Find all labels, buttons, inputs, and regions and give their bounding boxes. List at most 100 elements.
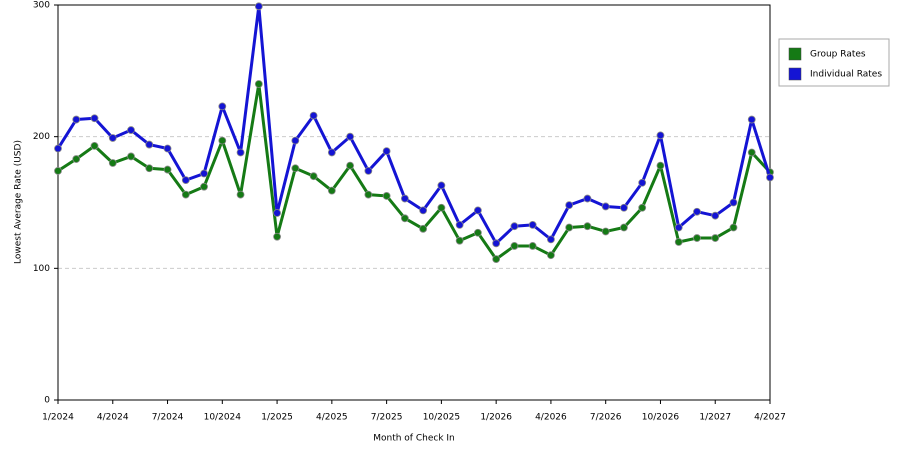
data-point — [419, 224, 428, 233]
data-point — [638, 203, 647, 212]
data-point — [528, 242, 537, 250]
data-point — [492, 255, 501, 264]
data-point — [711, 211, 720, 220]
data-point — [108, 134, 117, 142]
data-point — [638, 178, 647, 187]
x-tick-label: 4/2025 — [316, 413, 348, 423]
data-point — [291, 136, 300, 145]
data-point — [364, 166, 373, 175]
data-point — [200, 182, 208, 191]
data-point — [510, 222, 519, 231]
data-point — [547, 251, 555, 260]
data-point — [218, 102, 227, 111]
legend: Group Rates Individual Rates — [778, 38, 890, 87]
data-point — [309, 111, 318, 120]
data-point — [127, 126, 135, 134]
data-point — [72, 155, 81, 163]
data-point — [236, 190, 245, 199]
data-point — [346, 161, 355, 170]
x-tick-label: 7/2025 — [371, 413, 403, 423]
data-point — [273, 209, 281, 217]
data-point — [145, 164, 154, 173]
data-point — [747, 148, 756, 157]
data-point — [236, 148, 245, 157]
data-point — [90, 141, 99, 150]
data-point — [309, 172, 318, 181]
data-point — [163, 165, 172, 174]
data-point — [273, 232, 281, 241]
data-point — [145, 140, 154, 149]
data-point — [473, 206, 482, 215]
data-point — [583, 194, 592, 203]
x-tick-label: 1/2026 — [480, 413, 512, 423]
data-point — [693, 234, 701, 242]
data-point — [601, 227, 610, 236]
y-tick-label: 300 — [33, 1, 50, 11]
data-point — [656, 161, 665, 170]
data-point — [620, 203, 628, 212]
series-line — [56, 4, 772, 245]
data-point — [108, 159, 117, 167]
x-tick-label: 4/2024 — [97, 413, 129, 423]
y-tick-label: 100 — [33, 264, 50, 274]
x-tick-label: 1/2024 — [42, 413, 74, 423]
x-tick-label: 10/2025 — [423, 413, 460, 423]
data-point — [400, 214, 409, 223]
data-point — [455, 220, 464, 229]
data-point — [382, 192, 391, 200]
legend-label: Individual Rates — [810, 70, 882, 80]
data-point — [473, 228, 482, 237]
data-point — [54, 166, 62, 175]
data-point — [254, 80, 263, 88]
plot-frame — [57, 4, 771, 401]
data-point — [364, 190, 373, 199]
data-point — [127, 152, 135, 161]
x-tick-label: 7/2024 — [152, 413, 184, 423]
data-point — [565, 201, 574, 210]
data-point — [674, 223, 683, 232]
legend-swatch — [788, 67, 802, 81]
x-axis-label: Month of Check In — [373, 434, 455, 444]
x-tick-label: 7/2026 — [590, 413, 622, 423]
data-point — [510, 242, 519, 250]
y-tick-label: 200 — [33, 132, 50, 142]
data-point — [729, 198, 738, 207]
data-point — [327, 186, 336, 195]
data-point — [711, 234, 720, 242]
data-point — [181, 190, 190, 199]
data-point — [620, 223, 628, 232]
legend-swatch — [788, 47, 802, 61]
data-point — [181, 176, 190, 185]
x-tick-label: 1/2027 — [699, 413, 731, 423]
y-axis-label: Lowest Average Rate (USD) — [14, 140, 24, 264]
series-line — [57, 82, 772, 261]
data-point — [72, 115, 81, 124]
data-point — [492, 239, 501, 248]
data-point — [54, 144, 62, 153]
data-point — [747, 115, 756, 124]
data-point — [90, 114, 99, 123]
data-point — [766, 173, 774, 182]
legend-label: Group Rates — [810, 50, 866, 60]
data-point — [327, 148, 336, 157]
data-point — [601, 202, 610, 211]
data-point — [382, 147, 391, 156]
data-point — [291, 164, 300, 173]
data-point — [583, 222, 592, 231]
y-tick-label: 0 — [44, 396, 50, 406]
x-tick-label: 1/2025 — [261, 413, 293, 423]
data-point — [254, 2, 263, 11]
data-point — [400, 194, 409, 203]
x-tick-label: 10/2024 — [204, 413, 242, 423]
data-point — [547, 235, 555, 244]
data-point — [693, 207, 701, 216]
data-point — [674, 238, 683, 246]
data-point — [528, 220, 537, 229]
data-point — [200, 169, 208, 178]
data-point — [419, 206, 428, 215]
data-point — [163, 144, 172, 153]
x-tick-label: 10/2026 — [642, 413, 680, 423]
data-point — [729, 223, 738, 232]
data-point — [218, 136, 227, 145]
